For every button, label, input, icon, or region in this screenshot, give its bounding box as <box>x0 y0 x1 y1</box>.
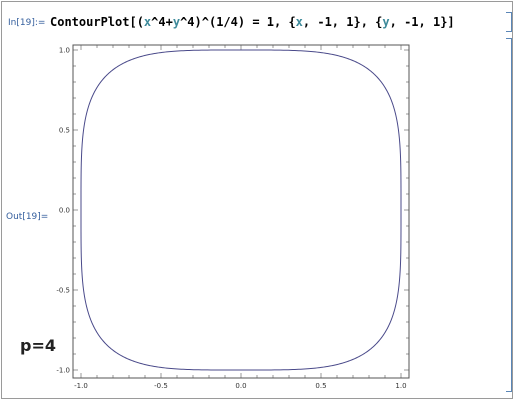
y-tick-label: 0.5 <box>59 127 70 135</box>
y-tick-label: -1.0 <box>56 367 70 375</box>
x-tick-label: 1.0 <box>395 382 406 390</box>
x-tick-label: 0.5 <box>315 382 326 390</box>
x-tick-label: 0.0 <box>235 382 246 390</box>
x-tick-label: -0.5 <box>154 382 168 390</box>
p-annotation: p=4 <box>20 336 56 355</box>
y-tick-label: 0.0 <box>59 207 70 215</box>
y-tick-label: -0.5 <box>56 287 70 295</box>
y-tick-label: 1.0 <box>59 47 70 55</box>
plot-frame <box>73 45 409 378</box>
x-tick-label: -1.0 <box>74 382 88 390</box>
